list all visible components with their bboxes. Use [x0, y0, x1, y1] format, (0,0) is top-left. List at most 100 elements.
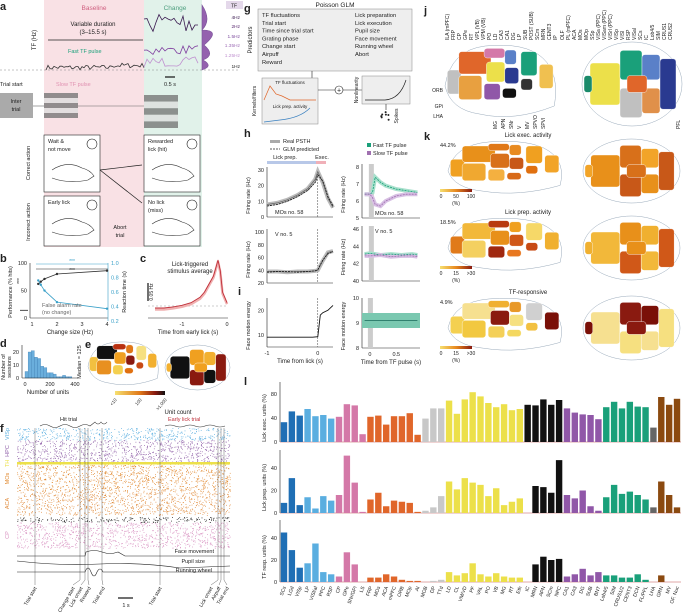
spike: [131, 507, 133, 509]
spike: [143, 543, 144, 545]
spike: [92, 442, 94, 443]
spike: [69, 469, 70, 471]
spike: [136, 432, 137, 433]
spike: [25, 481, 27, 483]
spike: [82, 468, 84, 470]
spike: [62, 544, 64, 546]
spike: [21, 520, 23, 522]
spike: [17, 502, 18, 504]
spike: [69, 508, 71, 510]
spike: [139, 540, 141, 542]
spike: [78, 537, 79, 539]
spike: [139, 481, 141, 483]
spike: [145, 539, 147, 541]
spike: [187, 469, 188, 471]
spike: [90, 458, 92, 460]
spike: [220, 481, 221, 483]
spike: [100, 444, 102, 446]
spike: [24, 526, 26, 527]
spike: [209, 464, 210, 466]
spike: [185, 531, 186, 533]
spike: [225, 464, 227, 465]
spike: [91, 506, 93, 508]
spike: [187, 459, 189, 461]
spike: [177, 507, 179, 509]
spike: [223, 466, 224, 468]
spike: [107, 486, 108, 488]
spike: [156, 467, 157, 468]
spike: [155, 534, 157, 536]
spike: [67, 547, 69, 549]
spike: [135, 473, 137, 475]
spike: [172, 511, 174, 513]
spike: [109, 546, 111, 548]
spike: [129, 456, 131, 458]
spike: [159, 523, 161, 524]
spike: [198, 452, 200, 454]
spike: [165, 460, 167, 462]
spike: [213, 538, 215, 539]
spike: [179, 469, 180, 471]
spike: [117, 545, 119, 547]
tf-trace-change: [143, 56, 199, 68]
spike: [187, 535, 189, 537]
spike: [164, 544, 166, 545]
spike: [137, 454, 139, 456]
spike: [71, 454, 73, 456]
spike: [196, 478, 198, 480]
spike: [160, 444, 162, 446]
spike: [127, 530, 129, 532]
spike: [191, 535, 193, 537]
spike: [94, 505, 96, 507]
spike: [145, 503, 146, 504]
spike: [70, 530, 72, 531]
spike: [111, 437, 112, 438]
spike: [125, 499, 126, 501]
spike: [52, 432, 53, 434]
spike: [135, 455, 137, 457]
tf-distribution: [201, 4, 213, 71]
spike: [18, 526, 19, 528]
spike: [212, 438, 213, 440]
spike: [26, 526, 28, 528]
spike: [26, 451, 28, 453]
spike: [212, 537, 214, 538]
spike: [25, 439, 27, 441]
spike: [139, 442, 141, 444]
spike: [151, 542, 153, 543]
spike: [87, 454, 89, 456]
spike: [184, 457, 185, 459]
spike: [194, 523, 196, 524]
spike: [47, 505, 48, 506]
spike: [160, 530, 161, 532]
spike: [78, 469, 80, 471]
event-leader: [87, 579, 90, 586]
spike: [185, 506, 187, 508]
spike: [61, 508, 63, 510]
spike: [165, 519, 167, 520]
spike: [167, 539, 168, 541]
spike: [20, 428, 21, 430]
brain-region: [169, 356, 190, 379]
spike: [108, 518, 110, 520]
spike: [103, 454, 105, 456]
spike: [211, 504, 212, 505]
spike: [20, 492, 22, 494]
spike: [142, 481, 143, 482]
spike: [102, 534, 104, 535]
spike: [121, 514, 122, 516]
spike: [147, 473, 149, 475]
b-ylabel: Performance (% hits): [8, 266, 14, 318]
spike: [110, 440, 112, 442]
spike: [96, 530, 98, 531]
spike: [31, 450, 32, 451]
spike: [108, 520, 110, 522]
spike: [141, 472, 142, 473]
spike: [42, 490, 44, 492]
spike: [205, 466, 206, 468]
spike: [100, 464, 102, 466]
spike: [166, 469, 168, 471]
spike: [48, 492, 50, 494]
spike: [23, 429, 25, 431]
spike: [167, 460, 169, 462]
